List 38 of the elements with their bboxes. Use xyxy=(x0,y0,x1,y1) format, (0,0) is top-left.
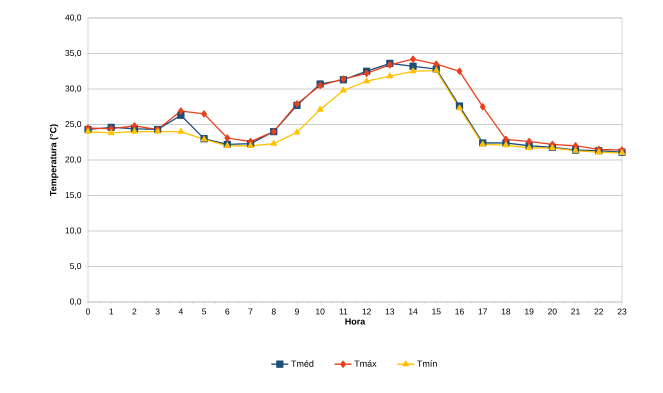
x-tick-label: 1 xyxy=(110,308,114,314)
x-tick-label: 6 xyxy=(225,308,230,315)
x-tick-label: 14 xyxy=(408,308,418,314)
x-tick-label: 22 xyxy=(594,308,604,314)
x-tick-label: 0 xyxy=(86,308,90,315)
y-tick-label: 35,0 xyxy=(65,50,82,57)
y-tick-label: 30,0 xyxy=(65,86,82,92)
x-tick-label: 7 xyxy=(248,308,252,314)
x-tick-label: 15 xyxy=(432,308,441,314)
x-tick-label: 8 xyxy=(272,308,276,315)
legend-label: Tmín xyxy=(417,360,437,367)
x-tick-label: 21 xyxy=(571,308,580,314)
x-tick-label: 2 xyxy=(132,308,136,314)
x-tick-label: 9 xyxy=(294,308,299,315)
y-tick-label: 10,0 xyxy=(66,228,82,234)
x-tick-label: 5 xyxy=(202,308,206,314)
x-tick-label: 18 xyxy=(502,308,510,315)
y-tick-label: 25,0 xyxy=(65,121,82,128)
x-tick-label: 16 xyxy=(455,308,464,315)
x-tick-label: 23 xyxy=(618,308,626,315)
legend-label: Tmáx xyxy=(354,360,377,367)
y-tick-label: 15,0 xyxy=(66,192,82,199)
y-axis-title: Temperatura (°C) xyxy=(50,124,58,196)
x-tick-label: 11 xyxy=(340,308,348,314)
y-tick-label: 40,0 xyxy=(65,14,82,22)
x-tick-label: 10 xyxy=(316,308,325,315)
y-tick-label: 5,0 xyxy=(70,263,82,270)
legend-label: Tméd xyxy=(291,360,314,367)
x-tick-label: 4 xyxy=(178,308,183,314)
x-tick-label: 3 xyxy=(156,308,160,315)
y-tick-label: 20,0 xyxy=(65,156,82,164)
x-tick-label: 17 xyxy=(478,308,487,314)
x-tick-label: 12 xyxy=(362,308,371,314)
y-tick-label: 0,0 xyxy=(70,298,82,306)
x-tick-label: 20 xyxy=(548,308,557,315)
x-tick-label: 13 xyxy=(386,308,394,315)
x-axis-title: Hora xyxy=(345,318,366,325)
x-tick-label: 19 xyxy=(525,308,534,315)
